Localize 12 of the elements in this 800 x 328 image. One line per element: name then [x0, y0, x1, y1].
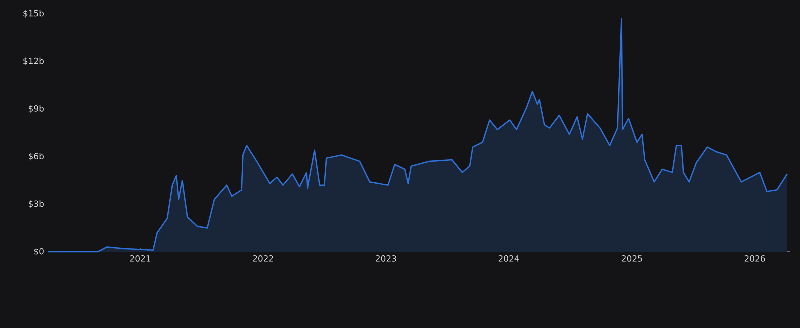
x-tick-label: 2021 [130, 256, 151, 262]
x-tick-label: 2023 [376, 256, 396, 262]
x-tick-label: 2024 [498, 256, 520, 262]
x-tick-label: 2022 [253, 256, 274, 262]
y-tick-label: $6b [29, 152, 44, 161]
x-tick-label: 2025 [622, 256, 642, 262]
x-tick-label: 2026 [744, 256, 766, 262]
y-tick-label: $0 [34, 248, 44, 256]
y-tick-label: $15b [24, 10, 44, 18]
y-tick-label: $9b [29, 105, 44, 114]
y-tick-label: $12b [24, 58, 44, 66]
y-tick-label: $3b [29, 200, 44, 208]
